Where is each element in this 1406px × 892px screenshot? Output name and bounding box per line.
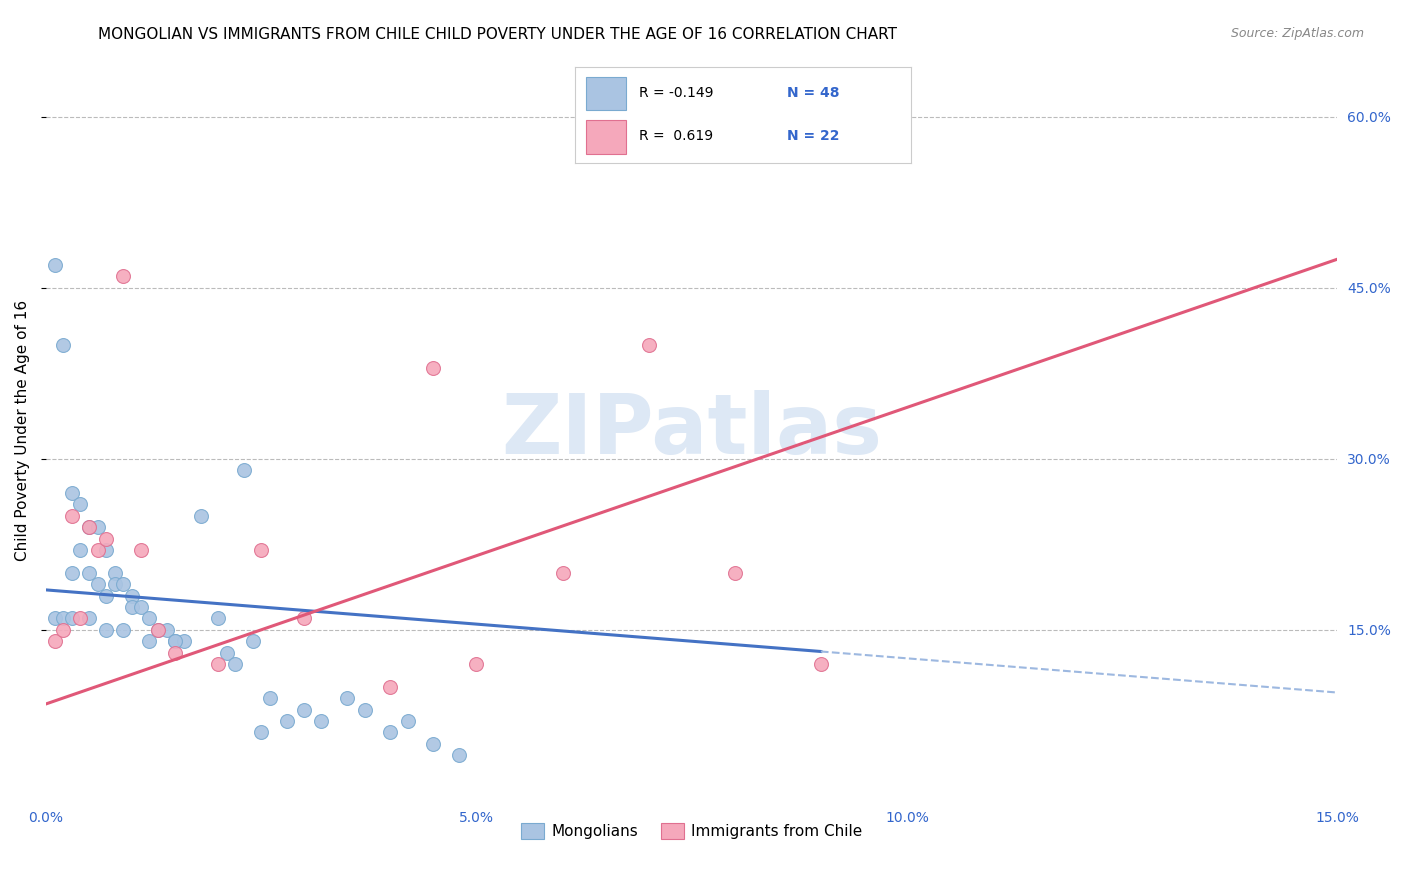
Point [69,611,91,625]
Point [146,623,169,637]
Point [44,634,66,648]
Point [233,463,256,477]
Point [380,725,402,739]
Point [336,691,359,706]
Point [86,577,108,591]
Point [112,623,135,637]
Point [104,577,127,591]
Point [77,611,100,625]
Point [396,714,419,728]
Point [353,703,375,717]
Point [276,714,298,728]
Point [422,360,444,375]
Point [77,520,100,534]
Point [96,589,118,603]
Point [292,611,315,625]
Point [165,634,187,648]
Point [52,337,75,351]
Point [637,337,659,351]
Y-axis label: Child Poverty Under the Age of 16: Child Poverty Under the Age of 16 [15,300,30,561]
Point [60,508,83,523]
Point [207,657,229,671]
Point [138,634,160,648]
Point [250,543,273,558]
Point [155,623,177,637]
Text: Source: ZipAtlas.com: Source: ZipAtlas.com [1230,27,1364,40]
Point [292,703,315,717]
Point [104,566,127,580]
Point [77,520,100,534]
Point [138,611,160,625]
Point [551,566,574,580]
Point [77,566,100,580]
Point [766,110,789,124]
Legend: Mongolians, Immigrants from Chile: Mongolians, Immigrants from Chile [515,817,869,845]
Point [69,497,91,511]
Point [724,566,747,580]
Point [121,589,143,603]
Point [96,623,118,637]
Point [112,577,135,591]
Point [173,634,195,648]
Point [86,520,108,534]
Point [242,634,264,648]
Point [121,600,143,615]
Point [86,543,108,558]
Text: ZIPatlas: ZIPatlas [501,390,882,471]
Point [96,543,118,558]
Point [311,714,333,728]
Point [129,543,152,558]
Point [60,486,83,500]
Point [146,623,169,637]
Text: MONGOLIAN VS IMMIGRANTS FROM CHILE CHILD POVERTY UNDER THE AGE OF 16 CORRELATION: MONGOLIAN VS IMMIGRANTS FROM CHILE CHILD… [98,27,897,42]
Point [207,611,229,625]
Point [129,600,152,615]
Point [810,657,832,671]
Point [44,611,66,625]
Point [69,543,91,558]
Point [112,269,135,284]
Point [449,748,471,763]
Point [165,634,187,648]
Point [52,611,75,625]
Point [465,657,488,671]
Point [215,646,238,660]
Point [250,725,273,739]
Point [44,258,66,272]
Point [52,623,75,637]
Point [60,566,83,580]
Point [380,680,402,694]
Point [96,532,118,546]
Point [190,508,212,523]
Point [224,657,246,671]
Point [422,737,444,751]
Point [259,691,281,706]
Point [165,646,187,660]
Point [60,611,83,625]
